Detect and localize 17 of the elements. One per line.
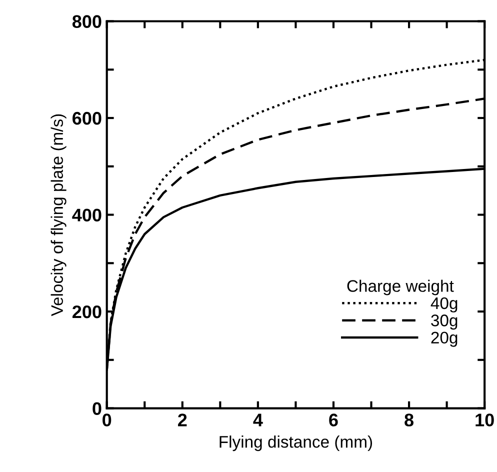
x-tick-label: 6	[329, 414, 338, 426]
legend-label: 40g	[430, 297, 458, 312]
y-tick-label: 800	[72, 15, 102, 28]
legend-label: 20g	[431, 332, 458, 347]
x-axis-title: Flying distance (mm)	[220, 436, 372, 452]
x-tick-label: 0	[102, 414, 112, 426]
y-tick-label: 400	[72, 208, 102, 222]
x-tick-label: 10	[476, 414, 494, 426]
x-tick-label: 2	[178, 414, 187, 426]
legend-label: 30g	[431, 314, 458, 330]
y-tick-label: 200	[72, 305, 102, 318]
y-tick-label: 600	[72, 112, 102, 125]
legend-title: Charge weight	[347, 280, 454, 296]
x-tick-label: 4	[253, 414, 263, 426]
x-tick-label: 8	[404, 414, 414, 426]
y-axis-title: Velocity of flying plate (m/s)	[50, 114, 66, 316]
y-tick-label: 0	[92, 402, 102, 415]
